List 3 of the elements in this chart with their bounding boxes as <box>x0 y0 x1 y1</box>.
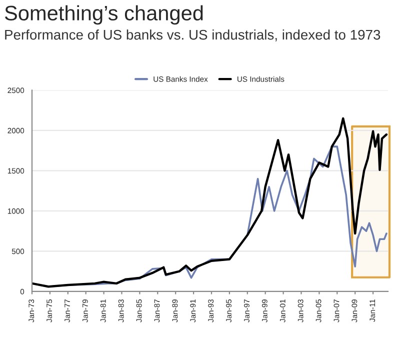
line-series <box>32 117 388 288</box>
chart-title: Something’s changed <box>4 5 203 25</box>
chart-subtitle: Performance of US banks vs. US industrials, indexed to 1973 <box>5 29 380 42</box>
